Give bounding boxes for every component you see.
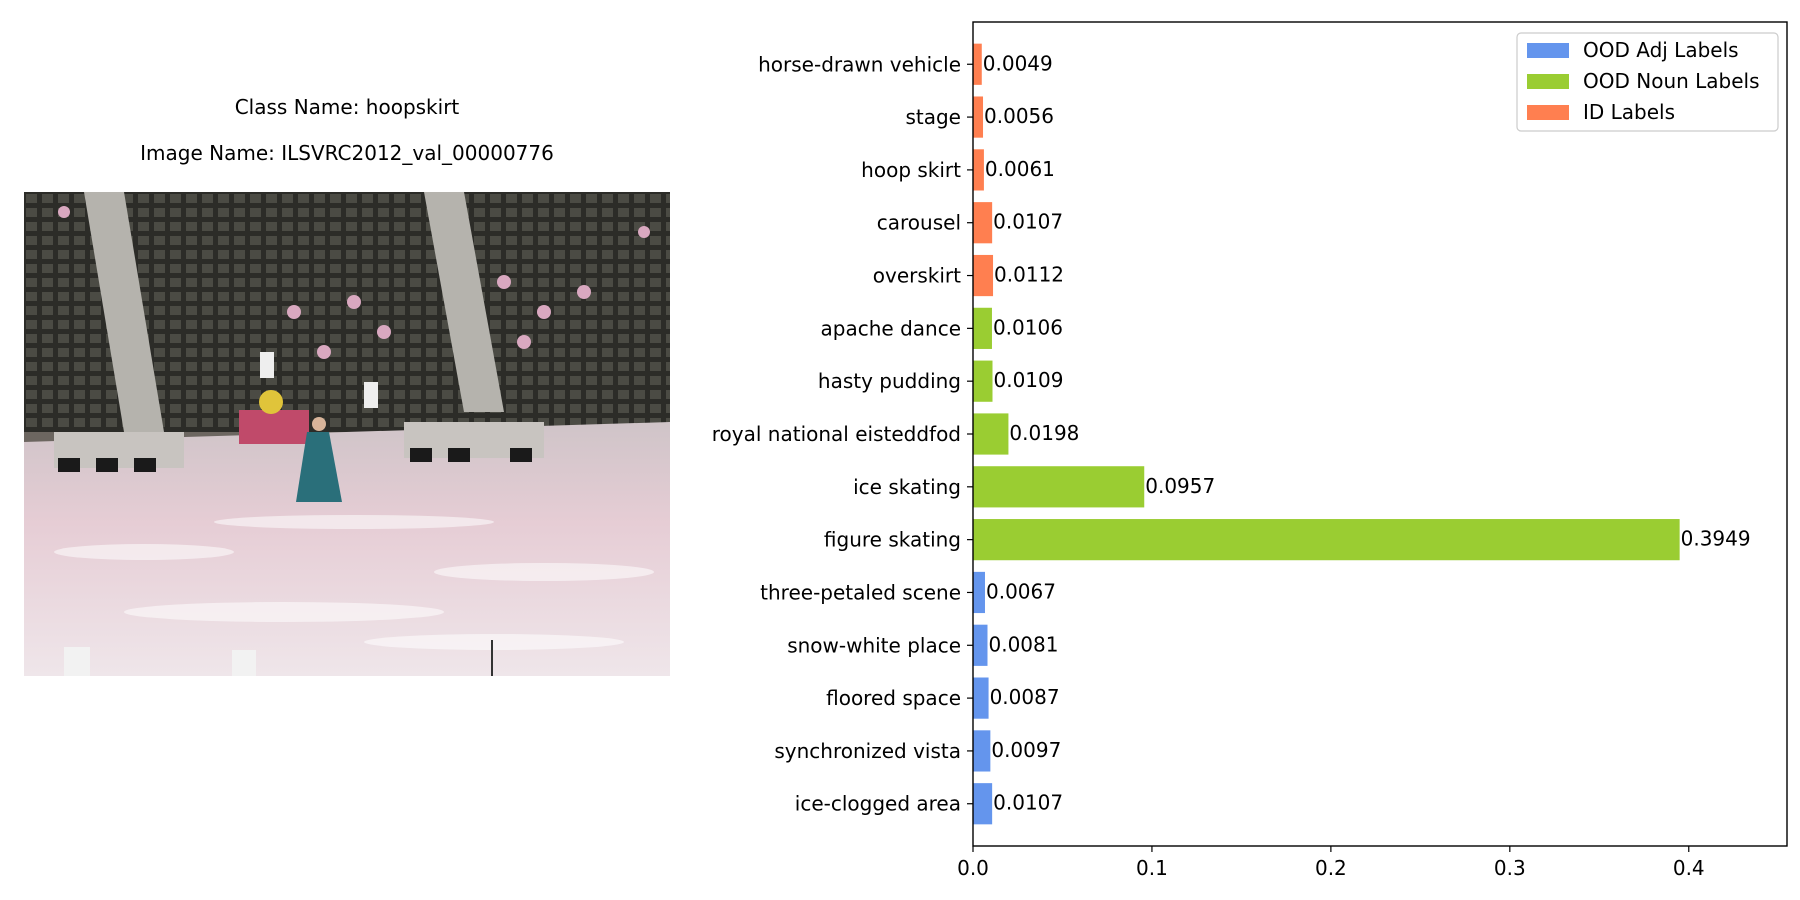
value-label-horse-drawn-vehicle: 0.0049: [983, 51, 1053, 75]
axes-frame: [972, 21, 1788, 847]
bar-ice-skating: [973, 466, 1145, 508]
bar-hoop-skirt: [973, 149, 984, 191]
category-label-hasty-pudding: hasty pudding: [818, 369, 961, 393]
bar-ice-clogged-area: [973, 783, 993, 825]
category-label-carousel: carousel: [877, 211, 961, 235]
value-label-snow-white-place: 0.0081: [988, 632, 1058, 656]
category-label-three-petaled-scene: three-petaled scene: [760, 580, 961, 604]
bars-layer: [973, 43, 1680, 825]
category-label-snow-white-place: snow-white place: [787, 633, 961, 657]
category-label-figure-skating: figure skating: [824, 528, 961, 552]
x-tick-label: 0.1: [1136, 856, 1168, 880]
legend-box: [1516, 32, 1779, 132]
value-label-royal-national-eisteddfod: 0.0198: [1009, 421, 1079, 445]
x-tick-label: 0.0: [957, 856, 989, 880]
value-label-ice-skating: 0.0957: [1145, 474, 1215, 498]
class-name-caption: Class Name: hoopskirt: [234, 95, 460, 119]
bar-three-petaled-scene: [973, 571, 985, 614]
legend-label-adj: OOD Adj Labels: [1583, 38, 1739, 62]
value-label-apache-dance: 0.0106: [993, 315, 1063, 339]
value-label-floored-space: 0.0087: [990, 685, 1060, 709]
category-label-apache-dance: apache dance: [821, 316, 961, 340]
bar-synchronized-vista: [973, 730, 991, 772]
category-label-ice-skating: ice skating: [853, 475, 961, 499]
category-label-stage: stage: [905, 105, 961, 129]
bar-apache-dance: [973, 307, 992, 349]
legend-label-id: ID Labels: [1583, 100, 1675, 124]
category-label-overskirt: overskirt: [873, 264, 961, 288]
x-axis: 0.0 0.1 0.2 0.3 0.4: [957, 63, 1705, 880]
value-label-carousel: 0.0107: [993, 210, 1063, 234]
value-label-figure-skating: 0.3949: [1681, 527, 1751, 551]
category-label-ice-clogged-area: ice-clogged area: [795, 792, 961, 816]
bar-horse-drawn-vehicle: [973, 43, 982, 85]
bar-hasty-pudding: [973, 360, 993, 402]
category-label-royal-national-eisteddfod: royal national eisteddfod: [712, 422, 961, 446]
category-label-horse-drawn-vehicle: horse-drawn vehicle: [758, 52, 961, 76]
x-tick-label: 0.2: [1315, 856, 1347, 880]
category-label-synchronized-vista: synchronized vista: [774, 739, 961, 763]
value-label-ice-clogged-area: 0.0107: [993, 791, 1063, 815]
value-labels: 0.0107 0.0097 0.0087 0.0081 0.0067 0.3949 0.09…: [983, 51, 1751, 814]
bar-carousel: [973, 202, 993, 244]
bar-overskirt: [973, 254, 994, 297]
value-label-hasty-pudding: 0.0109: [994, 368, 1064, 392]
bar-snow-white-place: [973, 624, 988, 666]
bar-royal-national-eisteddfod: [973, 413, 1009, 455]
value-label-overskirt: 0.0112: [994, 263, 1064, 287]
x-tick-label: 0.4: [1673, 856, 1705, 880]
value-label-synchronized-vista: 0.0097: [991, 738, 1061, 762]
value-label-three-petaled-scene: 0.0067: [986, 579, 1056, 603]
x-tick-label: 0.3: [1494, 856, 1526, 880]
legend-swatch-adj: [1527, 43, 1569, 58]
image-name-caption: Image Name: ILSVRC2012_val_00000776: [140, 141, 554, 165]
legend: OOD Adj Labels OOD Noun Labels ID Labels: [1516, 32, 1779, 132]
legend-swatch-noun: [1527, 74, 1569, 89]
bar-floored-space: [973, 677, 989, 719]
legend-label-noun: OOD Noun Labels: [1583, 69, 1760, 93]
ice-rink-photo: [24, 192, 670, 676]
bar-figure-skating: [973, 519, 1680, 561]
value-label-hoop-skirt: 0.0061: [985, 157, 1055, 181]
category-labels: ice-clogged area synchronized vista floore…: [712, 52, 961, 815]
category-label-hoop-skirt: hoop skirt: [861, 158, 961, 182]
bar-stage: [973, 96, 984, 138]
legend-swatch-id: [1527, 105, 1569, 120]
value-label-stage: 0.0056: [984, 104, 1054, 128]
category-label-floored-space: floored space: [826, 686, 961, 710]
